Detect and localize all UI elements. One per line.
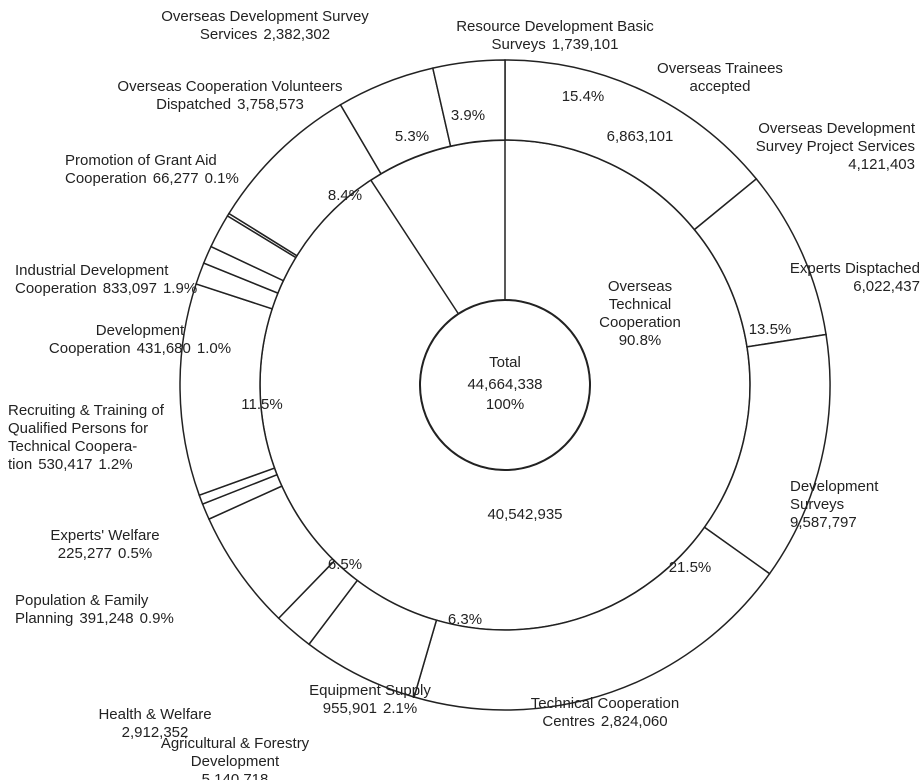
inner-name: Overseas Technical Cooperation <box>599 278 681 331</box>
segment-value: 3,758,573 <box>237 96 304 113</box>
segment-name: Recruiting & Training of Qualified Perso… <box>8 402 164 473</box>
segment-value: 530,417 <box>38 456 93 473</box>
segment-name: Overseas Development Survey Services <box>161 8 369 43</box>
segment-name: Overseas Cooperation Volunteers Dispatch… <box>117 78 343 113</box>
segment-value: 5,140,718 <box>201 771 269 780</box>
segment-label: Technical Cooperation Centres 2,824,060 <box>490 695 720 731</box>
segment-value: 955,901 <box>322 700 378 717</box>
segment-percent: 1.2% <box>98 456 133 473</box>
segment-label: Industrial Development Cooperation 833,09… <box>15 262 245 298</box>
segment-percent: 6.5% <box>328 556 362 573</box>
segment-value: 2,912,352 <box>121 724 189 741</box>
segment-name: Resource Development Basic Surveys <box>456 18 654 53</box>
segment-value: 225,277 <box>57 545 113 562</box>
segment-label: Development Cooperation 431,680 1.0% <box>40 322 240 358</box>
segment-percent: 8.4% <box>328 187 362 204</box>
segment-percent: 0.5% <box>118 545 153 562</box>
segment-percent: 13.5% <box>749 321 792 338</box>
segment-label: Health & Welfare 2,912,352 <box>60 706 250 742</box>
segment-value: 6,863,101 <box>607 128 674 145</box>
segment-label: Overseas Cooperation Volunteers Dispatch… <box>80 78 380 114</box>
center-value: 44,664,338 <box>467 376 542 393</box>
segment-label: Overseas Development Survey Services 2,38… <box>100 8 430 44</box>
segment-value: 431,680 <box>136 340 191 357</box>
segment-percent: 3.9% <box>451 107 485 124</box>
inner-label: Overseas Technical Cooperation 90.8% <box>590 278 690 350</box>
segment-label: Agricultural & Forestry Development 5,140… <box>120 735 350 780</box>
segment-value: 1,739,101 <box>551 36 619 53</box>
inner-percent: 90.8% <box>618 332 662 349</box>
inner-value: 40,542,935 <box>487 506 562 523</box>
segment-name: Equipment Supply <box>309 682 431 699</box>
segment-name: Promotion of Grant Aid Cooperation <box>65 152 217 187</box>
segment-percent: 1.9% <box>162 280 198 297</box>
segment-value: 2,382,302 <box>263 26 331 43</box>
segment-percent: 15.4% <box>562 88 605 105</box>
segment-label: Experts Disptached 6,022,437 <box>770 260 920 296</box>
segment-name: Population & Family Planning <box>15 592 149 627</box>
segment-label: Development Surveys 9,587,797 <box>790 478 918 532</box>
segment-name: Overseas Development Survey Project Serv… <box>755 120 915 155</box>
segment-value: 833,097 <box>102 280 157 297</box>
segment-name: Industrial Development Cooperation <box>15 262 169 297</box>
segment-percent: 6.3% <box>448 611 482 628</box>
segment-percent: 21.5% <box>669 559 712 576</box>
segment-name: Experts Disptached <box>789 260 920 277</box>
segment-value: 391,248 <box>79 610 134 627</box>
segment-label: Recruiting & Training of Qualified Perso… <box>8 402 203 474</box>
segment-label: Population & Family Planning 391,248 0.9% <box>15 592 215 628</box>
segment-name: Health & Welfare <box>98 706 212 723</box>
segment-value: 9,587,797 <box>790 514 857 531</box>
segment-percent: 2.1% <box>383 700 418 717</box>
segment-percent: 0.1% <box>204 170 239 187</box>
segment-name: Overseas Trainees accepted <box>657 60 783 95</box>
center-percent: 100% <box>486 396 524 413</box>
segment-value: 66,277 <box>152 170 199 187</box>
segment-label: Resource Development Basic Surveys 1,739,… <box>455 18 655 54</box>
segment-value: 6,022,437 <box>853 278 920 295</box>
segment-percent: 11.5% <box>241 396 282 413</box>
segment-label: Promotion of Grant Aid Cooperation 66,277… <box>65 152 265 188</box>
center-label: Total <box>489 354 521 371</box>
segment-percent: 5.3% <box>395 128 429 145</box>
segment-value: 4,121,403 <box>848 156 915 173</box>
segment-name: Development Surveys <box>790 478 879 513</box>
segment-name: Development Cooperation <box>48 322 185 357</box>
segment-name: Technical Cooperation Centres <box>530 695 680 730</box>
segment-label: Equipment Supply 955,901 2.1% <box>265 682 475 718</box>
segment-name: Agricultural & Forestry Development <box>160 735 310 770</box>
outer-segment <box>431 59 506 148</box>
segment-label: Overseas Development Survey Project Serv… <box>735 120 915 174</box>
center-circle <box>419 299 591 471</box>
segment-value: 2,824,060 <box>600 713 668 730</box>
segment-name: Experts' Welfare <box>50 527 160 544</box>
segment-percent: 0.9% <box>139 610 174 627</box>
segment-label: Experts' Welfare 225,277 0.5% <box>15 527 195 563</box>
segment-percent: 1.0% <box>196 340 232 357</box>
segment-label: Overseas Trainees accepted <box>640 60 800 96</box>
